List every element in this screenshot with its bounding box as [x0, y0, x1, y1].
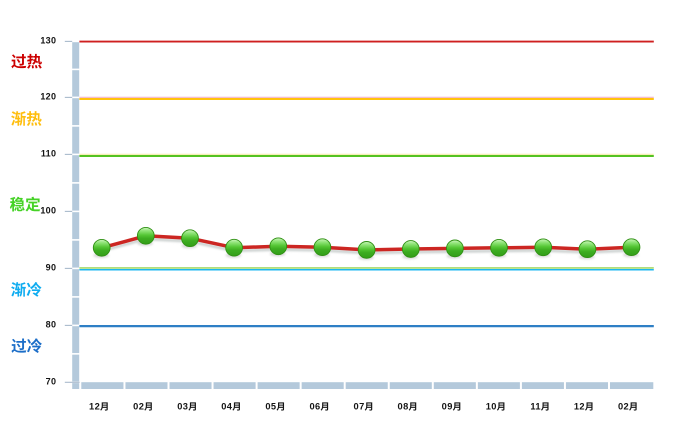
svg-text:04: 04 — [221, 402, 233, 412]
svg-text:05: 05 — [265, 402, 276, 412]
svg-text:12: 12 — [574, 402, 585, 412]
svg-text:100: 100 — [40, 205, 56, 215]
svg-text:09: 09 — [442, 402, 453, 412]
svg-text:120: 120 — [40, 91, 56, 101]
svg-text:90: 90 — [46, 262, 57, 272]
svg-text:11: 11 — [530, 402, 541, 412]
svg-text:70: 70 — [46, 376, 57, 386]
svg-text:02: 02 — [133, 402, 144, 412]
svg-text:130: 130 — [40, 35, 56, 45]
svg-text:06: 06 — [309, 402, 320, 412]
svg-text:03: 03 — [177, 402, 188, 412]
svg-text:110: 110 — [41, 148, 56, 158]
svg-text:08: 08 — [398, 402, 409, 412]
svg-text:80: 80 — [46, 319, 57, 329]
svg-text:07: 07 — [354, 402, 365, 412]
svg-text:12: 12 — [89, 402, 100, 412]
svg-text:02: 02 — [618, 402, 629, 412]
svg-text:10: 10 — [486, 402, 497, 412]
